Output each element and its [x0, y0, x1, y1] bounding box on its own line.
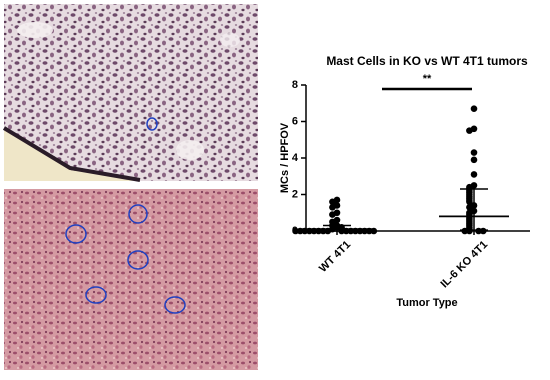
micrograph-bottom [4, 189, 258, 370]
micrograph-top [2, 4, 258, 182]
data-point [466, 203, 473, 211]
x-tick-label: IL-6 KO 4T1 [438, 239, 490, 291]
x-axis-label: Tumor Type [396, 297, 457, 309]
data-point [329, 203, 336, 211]
y-tick-label: 6 [292, 115, 298, 127]
y-tick-label: 8 [292, 79, 298, 91]
chart-title: Mast Cells in KO vs WT 4T1 tumors [326, 54, 528, 68]
data-point [466, 198, 473, 206]
data-point [479, 227, 487, 235]
data-point [466, 127, 473, 134]
y-axis-label: MCs / HPFOV [279, 122, 291, 193]
y-tick-label: 4 [292, 152, 299, 164]
data-point [470, 149, 478, 156]
data-point [461, 227, 469, 235]
data-point [470, 171, 478, 178]
data-point [470, 156, 478, 164]
y-tick-label: 2 [292, 188, 298, 200]
data-point [292, 227, 299, 235]
data-point [329, 198, 336, 206]
data-point [329, 211, 336, 218]
data-point [370, 227, 378, 235]
data-point [296, 227, 304, 235]
data-point [470, 105, 478, 113]
x-tick-label: WT 4T1 [317, 239, 353, 275]
significance: ** [423, 73, 432, 85]
